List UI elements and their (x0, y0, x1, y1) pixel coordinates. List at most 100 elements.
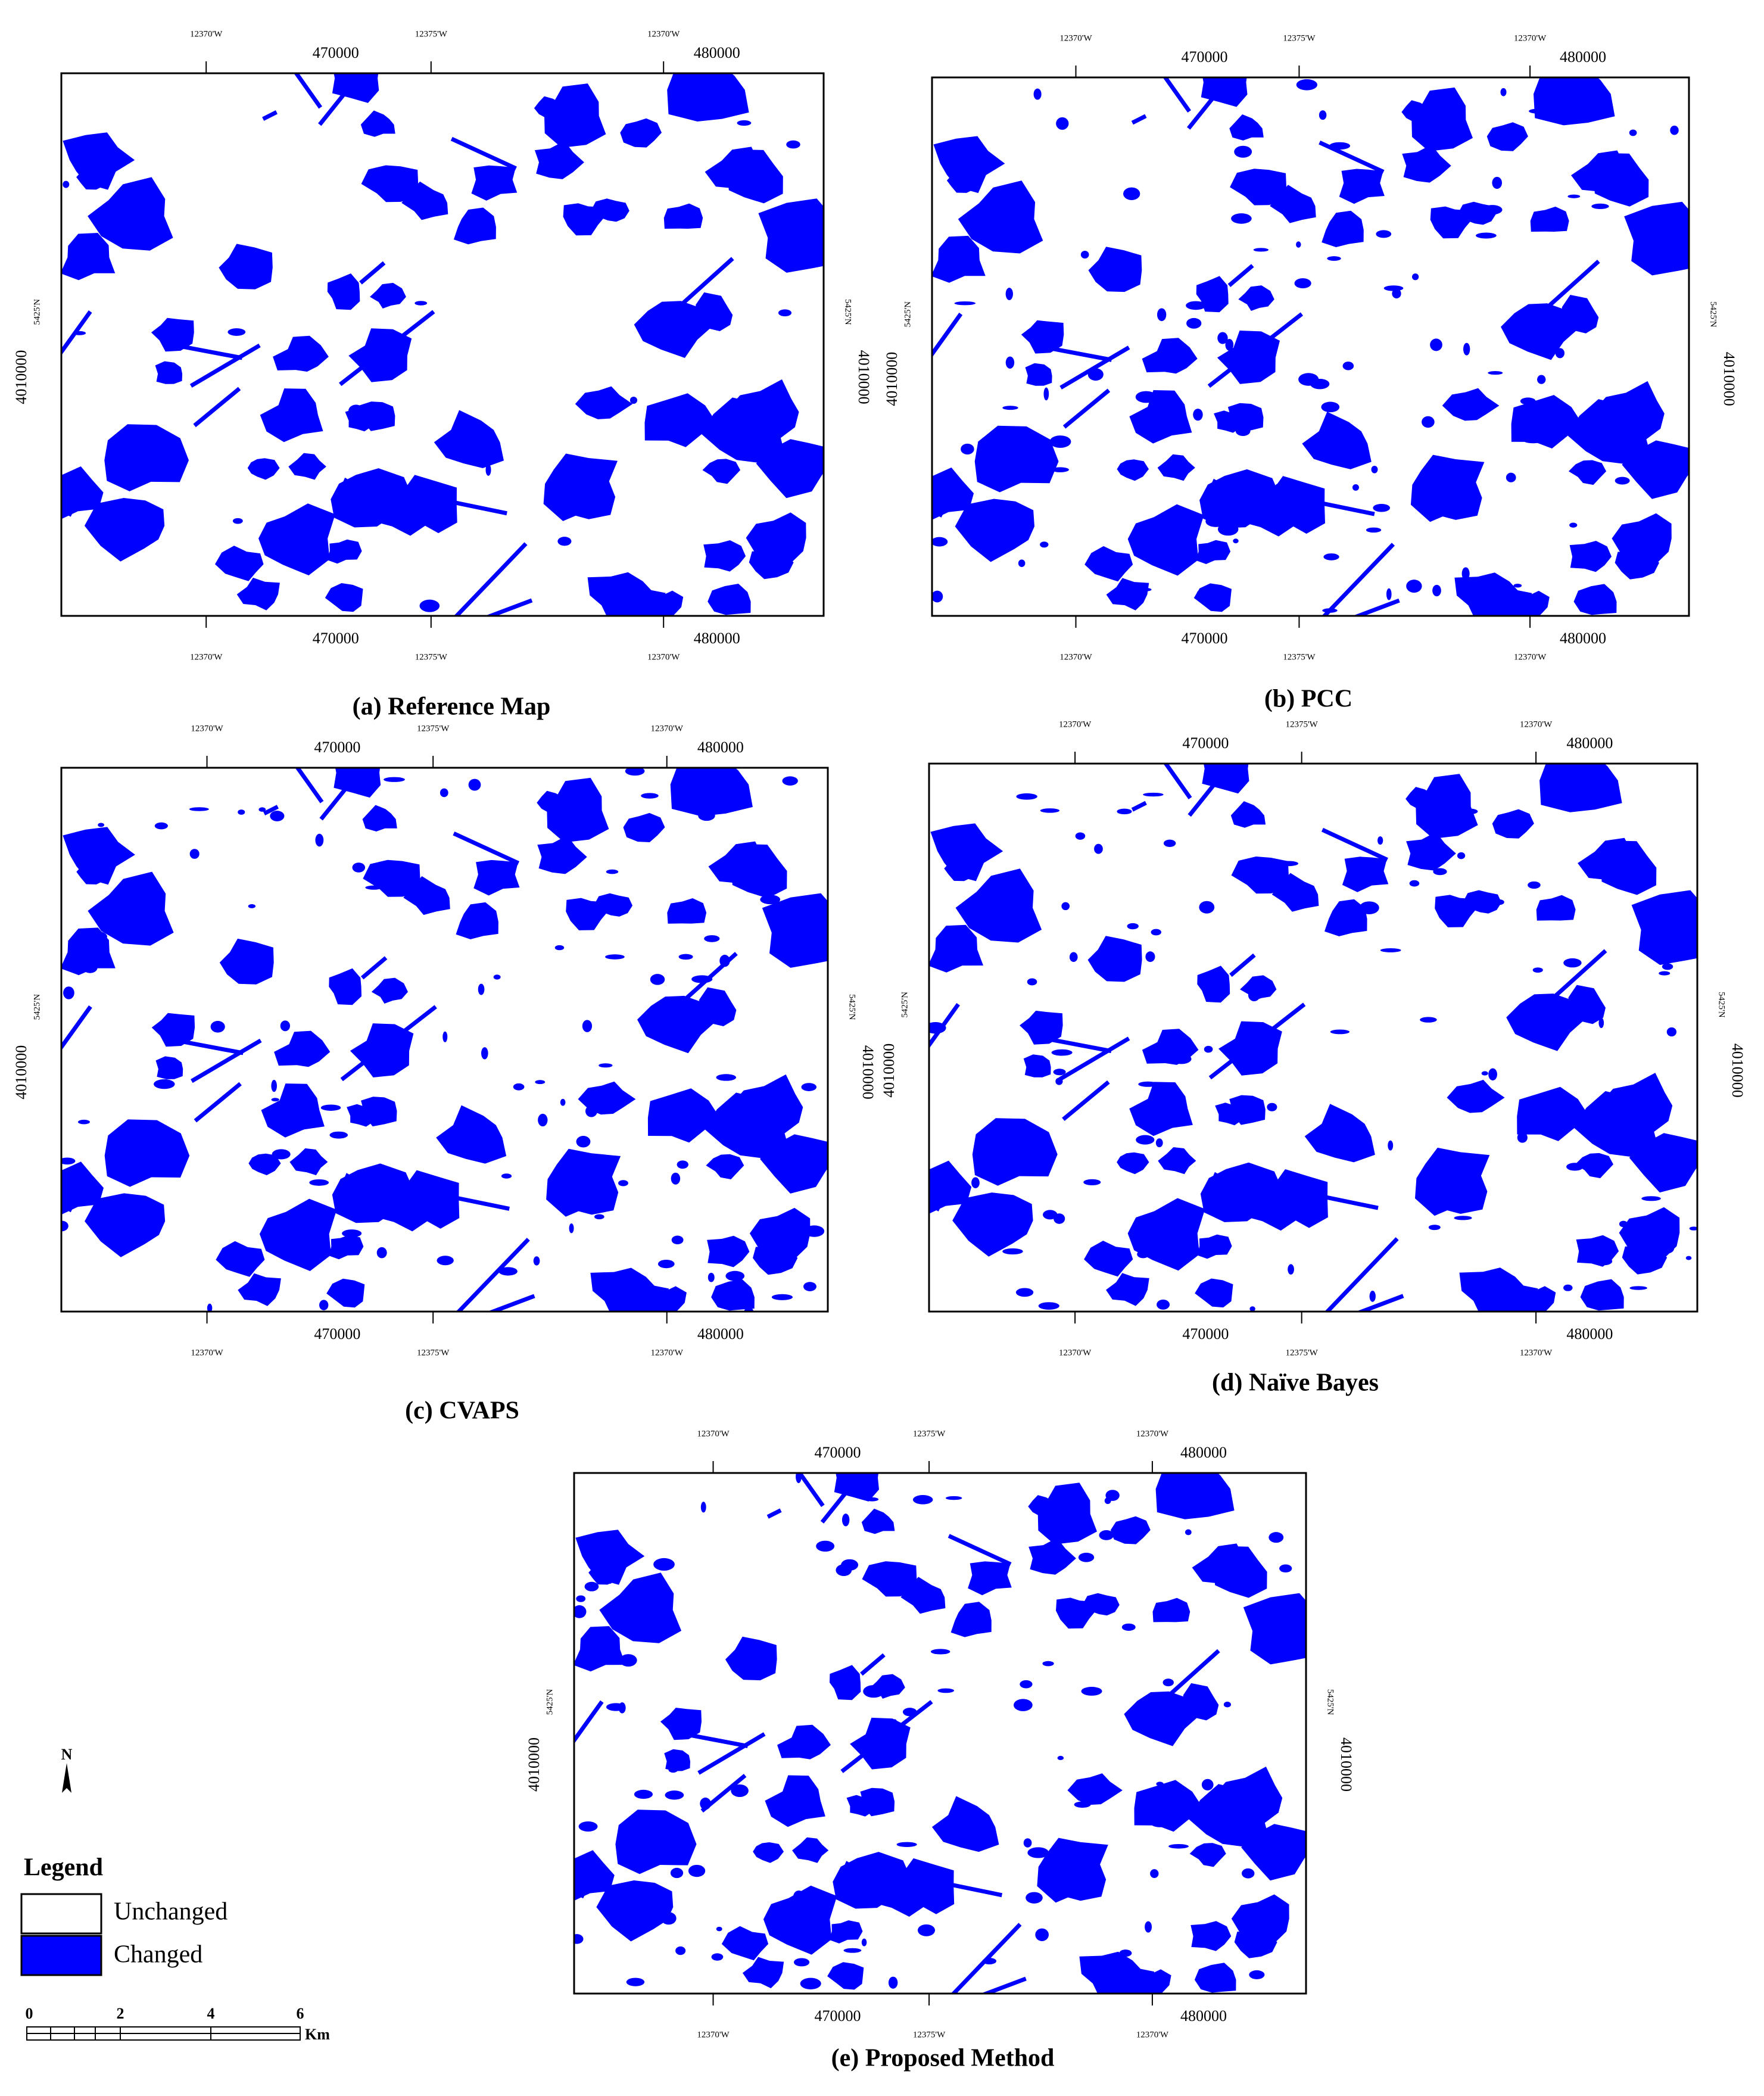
changed-speck (1145, 1239, 1154, 1244)
changed-speck (210, 1020, 225, 1033)
changed-area (63, 132, 135, 190)
changed-speck (578, 1821, 598, 1832)
changed-speck (1277, 861, 1299, 867)
changed-area (550, 471, 616, 519)
lon-label: 12375'W (1285, 1348, 1318, 1357)
map-panel: 12370'W 12375'W 12370'W 470000 480000 12370'W… (525, 1429, 1355, 2072)
changed-area (88, 871, 174, 946)
changed-speck (104, 920, 123, 927)
changed-speck (671, 1235, 684, 1245)
changed-speck (605, 954, 625, 960)
changed-area (473, 859, 520, 896)
changed-area (566, 898, 608, 930)
lon-label: 12370'W (1514, 33, 1547, 43)
changed-speck (1323, 553, 1339, 560)
changed-area (708, 584, 751, 615)
changed-stream (948, 1534, 1012, 1566)
changed-speck (309, 1179, 329, 1186)
changed-speck (1099, 1530, 1114, 1540)
changed-speck (782, 776, 798, 786)
changed-speck (513, 1083, 525, 1091)
changed-area (258, 503, 335, 575)
changed-speck (1513, 583, 1522, 588)
changed-stream (453, 542, 528, 616)
changed-area (590, 1267, 660, 1312)
changed-speck (768, 1231, 788, 1236)
changed-stream (1163, 764, 1192, 800)
changed-speck (319, 1300, 329, 1310)
changed-area (84, 498, 165, 562)
changed-speck (747, 1650, 755, 1658)
changed-speck (1430, 338, 1442, 351)
lon-label: 12370'W (1514, 652, 1547, 662)
legend-swatch (20, 1935, 102, 1976)
changed-speck (1137, 587, 1152, 592)
changed-area (599, 1572, 682, 1643)
changed-stream (487, 1294, 535, 1312)
changed-speck (1659, 971, 1670, 976)
changed-speck (1641, 1196, 1661, 1201)
changed-speck (238, 809, 245, 815)
changed-speck (1528, 881, 1541, 889)
changed-speck (1366, 527, 1382, 533)
changed-area (63, 827, 135, 885)
lat-label: 5425'N (1326, 1689, 1335, 1715)
changed-speck (1002, 406, 1018, 410)
changed-speck (704, 935, 720, 942)
map-frame (931, 76, 1690, 617)
changed-speck (481, 1047, 488, 1060)
changed-speck (271, 1098, 279, 1102)
changed-speck (1240, 491, 1255, 497)
changed-speck (272, 1149, 291, 1160)
changed-speck (1603, 856, 1614, 865)
lat-label: 5425'N (903, 301, 912, 328)
changed-stream (1062, 1080, 1110, 1122)
changed-speck (1121, 1623, 1136, 1631)
changed-speck (342, 1229, 362, 1238)
changed-speck (1069, 952, 1078, 963)
changed-area (1302, 412, 1372, 469)
changed-area (1406, 831, 1456, 871)
changed-area (362, 805, 397, 831)
changed-area (931, 1796, 999, 1852)
changed-area (1573, 584, 1617, 615)
changed-area (575, 386, 633, 419)
changed-speck (1377, 836, 1383, 845)
changed-speck (1051, 467, 1069, 472)
change-map (574, 1473, 1306, 1994)
changed-area (1214, 410, 1240, 433)
changed-speck (1175, 525, 1188, 535)
changed-speck (560, 1098, 566, 1106)
changed-area (575, 1530, 645, 1585)
changed-area (289, 1148, 328, 1176)
changed-area (725, 150, 783, 204)
changed-stream (189, 343, 261, 388)
changed-stream (1131, 801, 1147, 812)
changed-speck (1432, 584, 1441, 597)
changed-stream (395, 488, 507, 516)
map-panel: 12370'W 12375'W 12370'W 470000 480000 12370'W… (13, 29, 872, 720)
panel-caption: (a) Reference Map (353, 693, 551, 721)
changed-area (1624, 201, 1689, 276)
changed-speck (698, 810, 715, 821)
changed-speck (1119, 1949, 1132, 1957)
changed-stream (1208, 1002, 1306, 1080)
changed-area (327, 273, 360, 310)
changed-speck (1463, 342, 1470, 356)
changed-speck (1149, 1817, 1170, 1827)
changed-stream (294, 73, 323, 109)
changed-area (972, 1118, 1058, 1186)
changed-area (1190, 1921, 1232, 1951)
north-label: N (61, 1746, 73, 1763)
changed-area (1230, 801, 1266, 828)
changed-speck (1020, 1680, 1033, 1689)
changed-speck (1199, 901, 1215, 914)
changed-speck (554, 945, 565, 951)
changed-speck (1296, 79, 1317, 91)
changed-area (760, 1134, 828, 1194)
changed-speck (648, 1914, 655, 1922)
changed-area (288, 453, 326, 480)
changed-area (1411, 87, 1473, 151)
changed-speck (376, 1247, 387, 1259)
easting-label: 470000 (314, 739, 360, 756)
